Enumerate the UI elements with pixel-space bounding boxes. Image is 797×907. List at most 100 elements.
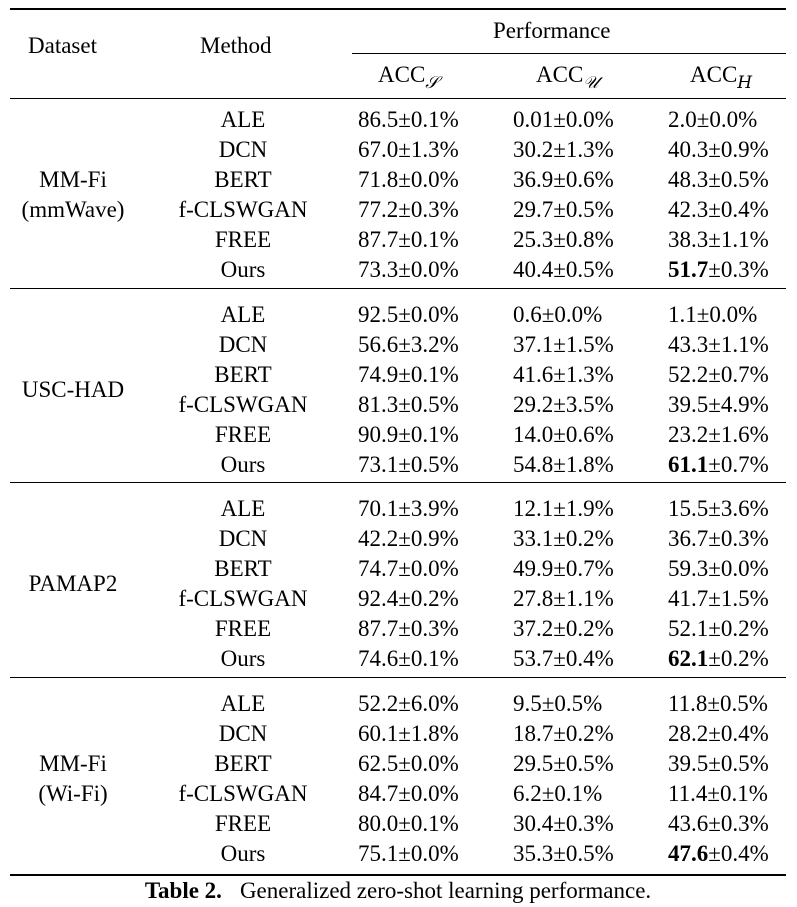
acc-h-cell: 28.2±0.4% (668, 721, 769, 746)
acc-u-cell: 27.8±1.1% (513, 586, 614, 611)
acc-s-cell: 42.2±0.9% (358, 526, 459, 551)
acc-u-cell: 41.6±1.3% (513, 362, 614, 387)
method-cell: FREE (214, 616, 272, 641)
method-cell: BERT (214, 362, 272, 387)
acc-u-cell: 40.4±0.5% (513, 257, 614, 282)
acc-u-cell: 6.2±0.1% (513, 781, 603, 806)
acc-h-cell: 1.1±0.0% (668, 302, 758, 327)
method-cell: ALE (220, 691, 266, 716)
method-cell: f-CLSWGAN (178, 586, 308, 611)
acc-s-cell: 60.1±1.8% (358, 721, 459, 746)
acc-h-cell: 2.0±0.0% (668, 107, 758, 132)
method-cell: ALE (220, 107, 266, 132)
acc-u-cell: 29.2±3.5% (513, 392, 614, 417)
header-dataset: Dataset (28, 33, 97, 58)
acc-h-best-value: 61.1 (668, 452, 709, 477)
acc-h-std: ±0.2% (708, 646, 769, 671)
acc-s-cell: 80.0±0.1% (358, 811, 459, 836)
acc-s-cell: 70.1±3.9% (358, 496, 459, 521)
acc-u-cell: 37.1±1.5% (513, 332, 614, 357)
acc-s-cell: 86.5±0.1% (358, 107, 459, 132)
results-table: Dataset Method Performance ACC𝒮 ACC𝒰 ACC… (10, 0, 786, 907)
acc-s-cell: 84.7±0.0% (358, 781, 459, 806)
acc-h-cell: 51.7±0.3% (668, 255, 769, 285)
performance-rule (352, 53, 786, 54)
acc-u-cell: 36.9±0.6% (513, 167, 614, 192)
header-bottom-rule (10, 98, 786, 99)
header-acc-s: ACC𝒮 (378, 62, 438, 93)
dataset-name-line: USC-HAD (21, 377, 125, 402)
method-cell: f-CLSWGAN (178, 197, 308, 222)
acc-h-best-value: 47.6 (668, 841, 709, 866)
dataset-name-line: (Wi-Fi) (38, 781, 108, 806)
acc-s-cell: 74.9±0.1% (358, 362, 459, 387)
method-cell: f-CLSWGAN (178, 392, 308, 417)
header-acc-h: ACCH (690, 62, 752, 93)
acc-h-std: ±0.3% (708, 257, 769, 282)
method-cell: DCN (218, 137, 268, 162)
acc-s-cell: 92.5±0.0% (358, 302, 459, 327)
dataset-name-line: (mmWave) (21, 197, 125, 222)
acc-s-cell: 62.5±0.0% (358, 751, 459, 776)
acc-s-cell: 81.3±0.5% (358, 392, 459, 417)
dataset-name-line: MM-Fi (39, 751, 107, 776)
group-separator-rule (10, 677, 786, 678)
acc-h-cell: 36.7±0.3% (668, 526, 769, 551)
group-separator-rule (10, 482, 786, 483)
acc-h-best-value: 51.7 (668, 257, 709, 282)
acc-u-cell: 18.7±0.2% (513, 721, 614, 746)
acc-s-cell: 87.7±0.3% (358, 616, 459, 641)
table-caption: Table 2. Generalized zero-shot learning p… (10, 876, 786, 906)
acc-u-cell: 33.1±0.2% (513, 526, 614, 551)
acc-h-cell: 38.3±1.1% (668, 227, 769, 252)
method-cell: ALE (220, 496, 266, 521)
acc-s-cell: 56.6±3.2% (358, 332, 459, 357)
acc-u-cell: 53.7±0.4% (513, 646, 614, 671)
acc-s-cell: 74.7±0.0% (358, 556, 459, 581)
method-cell: BERT (214, 556, 272, 581)
acc-h-cell: 52.2±0.7% (668, 362, 769, 387)
caption-label: Table 2. (144, 878, 222, 903)
header-acc-h-main: ACC (690, 62, 738, 87)
header-acc-h-sub: H (737, 73, 753, 93)
acc-h-cell: 48.3±0.5% (668, 167, 769, 192)
method-cell: f-CLSWGAN (178, 781, 308, 806)
acc-h-cell: 59.3±0.0% (668, 556, 769, 581)
acc-h-cell: 43.3±1.1% (668, 332, 769, 357)
acc-u-cell: 9.5±0.5% (513, 691, 603, 716)
acc-s-cell: 52.2±6.0% (358, 691, 459, 716)
dataset-name: USC-HAD (22, 375, 124, 405)
acc-h-cell: 11.4±0.1% (668, 781, 768, 806)
acc-u-cell: 49.9±0.7% (513, 556, 614, 581)
acc-h-std: ±0.4% (708, 841, 769, 866)
acc-h-cell: 11.8±0.5% (668, 691, 768, 716)
header-method: Method (200, 33, 272, 58)
method-cell: FREE (214, 811, 272, 836)
method-cell: FREE (214, 422, 272, 447)
acc-u-cell: 37.2±0.2% (513, 616, 614, 641)
method-cell: Ours (220, 841, 266, 866)
acc-s-cell: 74.6±0.1% (358, 646, 459, 671)
acc-h-cell: 43.6±0.3% (668, 811, 769, 836)
method-cell: DCN (218, 721, 268, 746)
header-performance: Performance (493, 18, 611, 43)
acc-h-cell: 52.1±0.2% (668, 616, 769, 641)
acc-h-cell: 47.6±0.4% (668, 839, 769, 869)
acc-u-cell: 30.2±1.3% (513, 137, 614, 162)
acc-s-cell: 67.0±1.3% (358, 137, 459, 162)
method-cell: BERT (214, 167, 272, 192)
acc-s-cell: 87.7±0.1% (358, 227, 459, 252)
acc-h-std: ±0.7% (708, 452, 769, 477)
header-acc-u: ACC𝒰 (536, 62, 599, 93)
table-bottom-rule (10, 874, 786, 876)
method-cell: ALE (220, 302, 266, 327)
acc-h-cell: 40.3±0.9% (668, 137, 769, 162)
acc-u-cell: 0.01±0.0% (513, 107, 614, 132)
acc-u-cell: 14.0±0.6% (513, 422, 614, 447)
acc-h-cell: 39.5±0.5% (668, 751, 769, 776)
acc-h-cell: 23.2±1.6% (668, 422, 769, 447)
method-cell: Ours (220, 452, 266, 477)
acc-u-cell: 54.8±1.8% (513, 452, 614, 477)
header-acc-u-main: ACC (536, 62, 584, 87)
dataset-name: PAMAP2 (29, 569, 118, 599)
